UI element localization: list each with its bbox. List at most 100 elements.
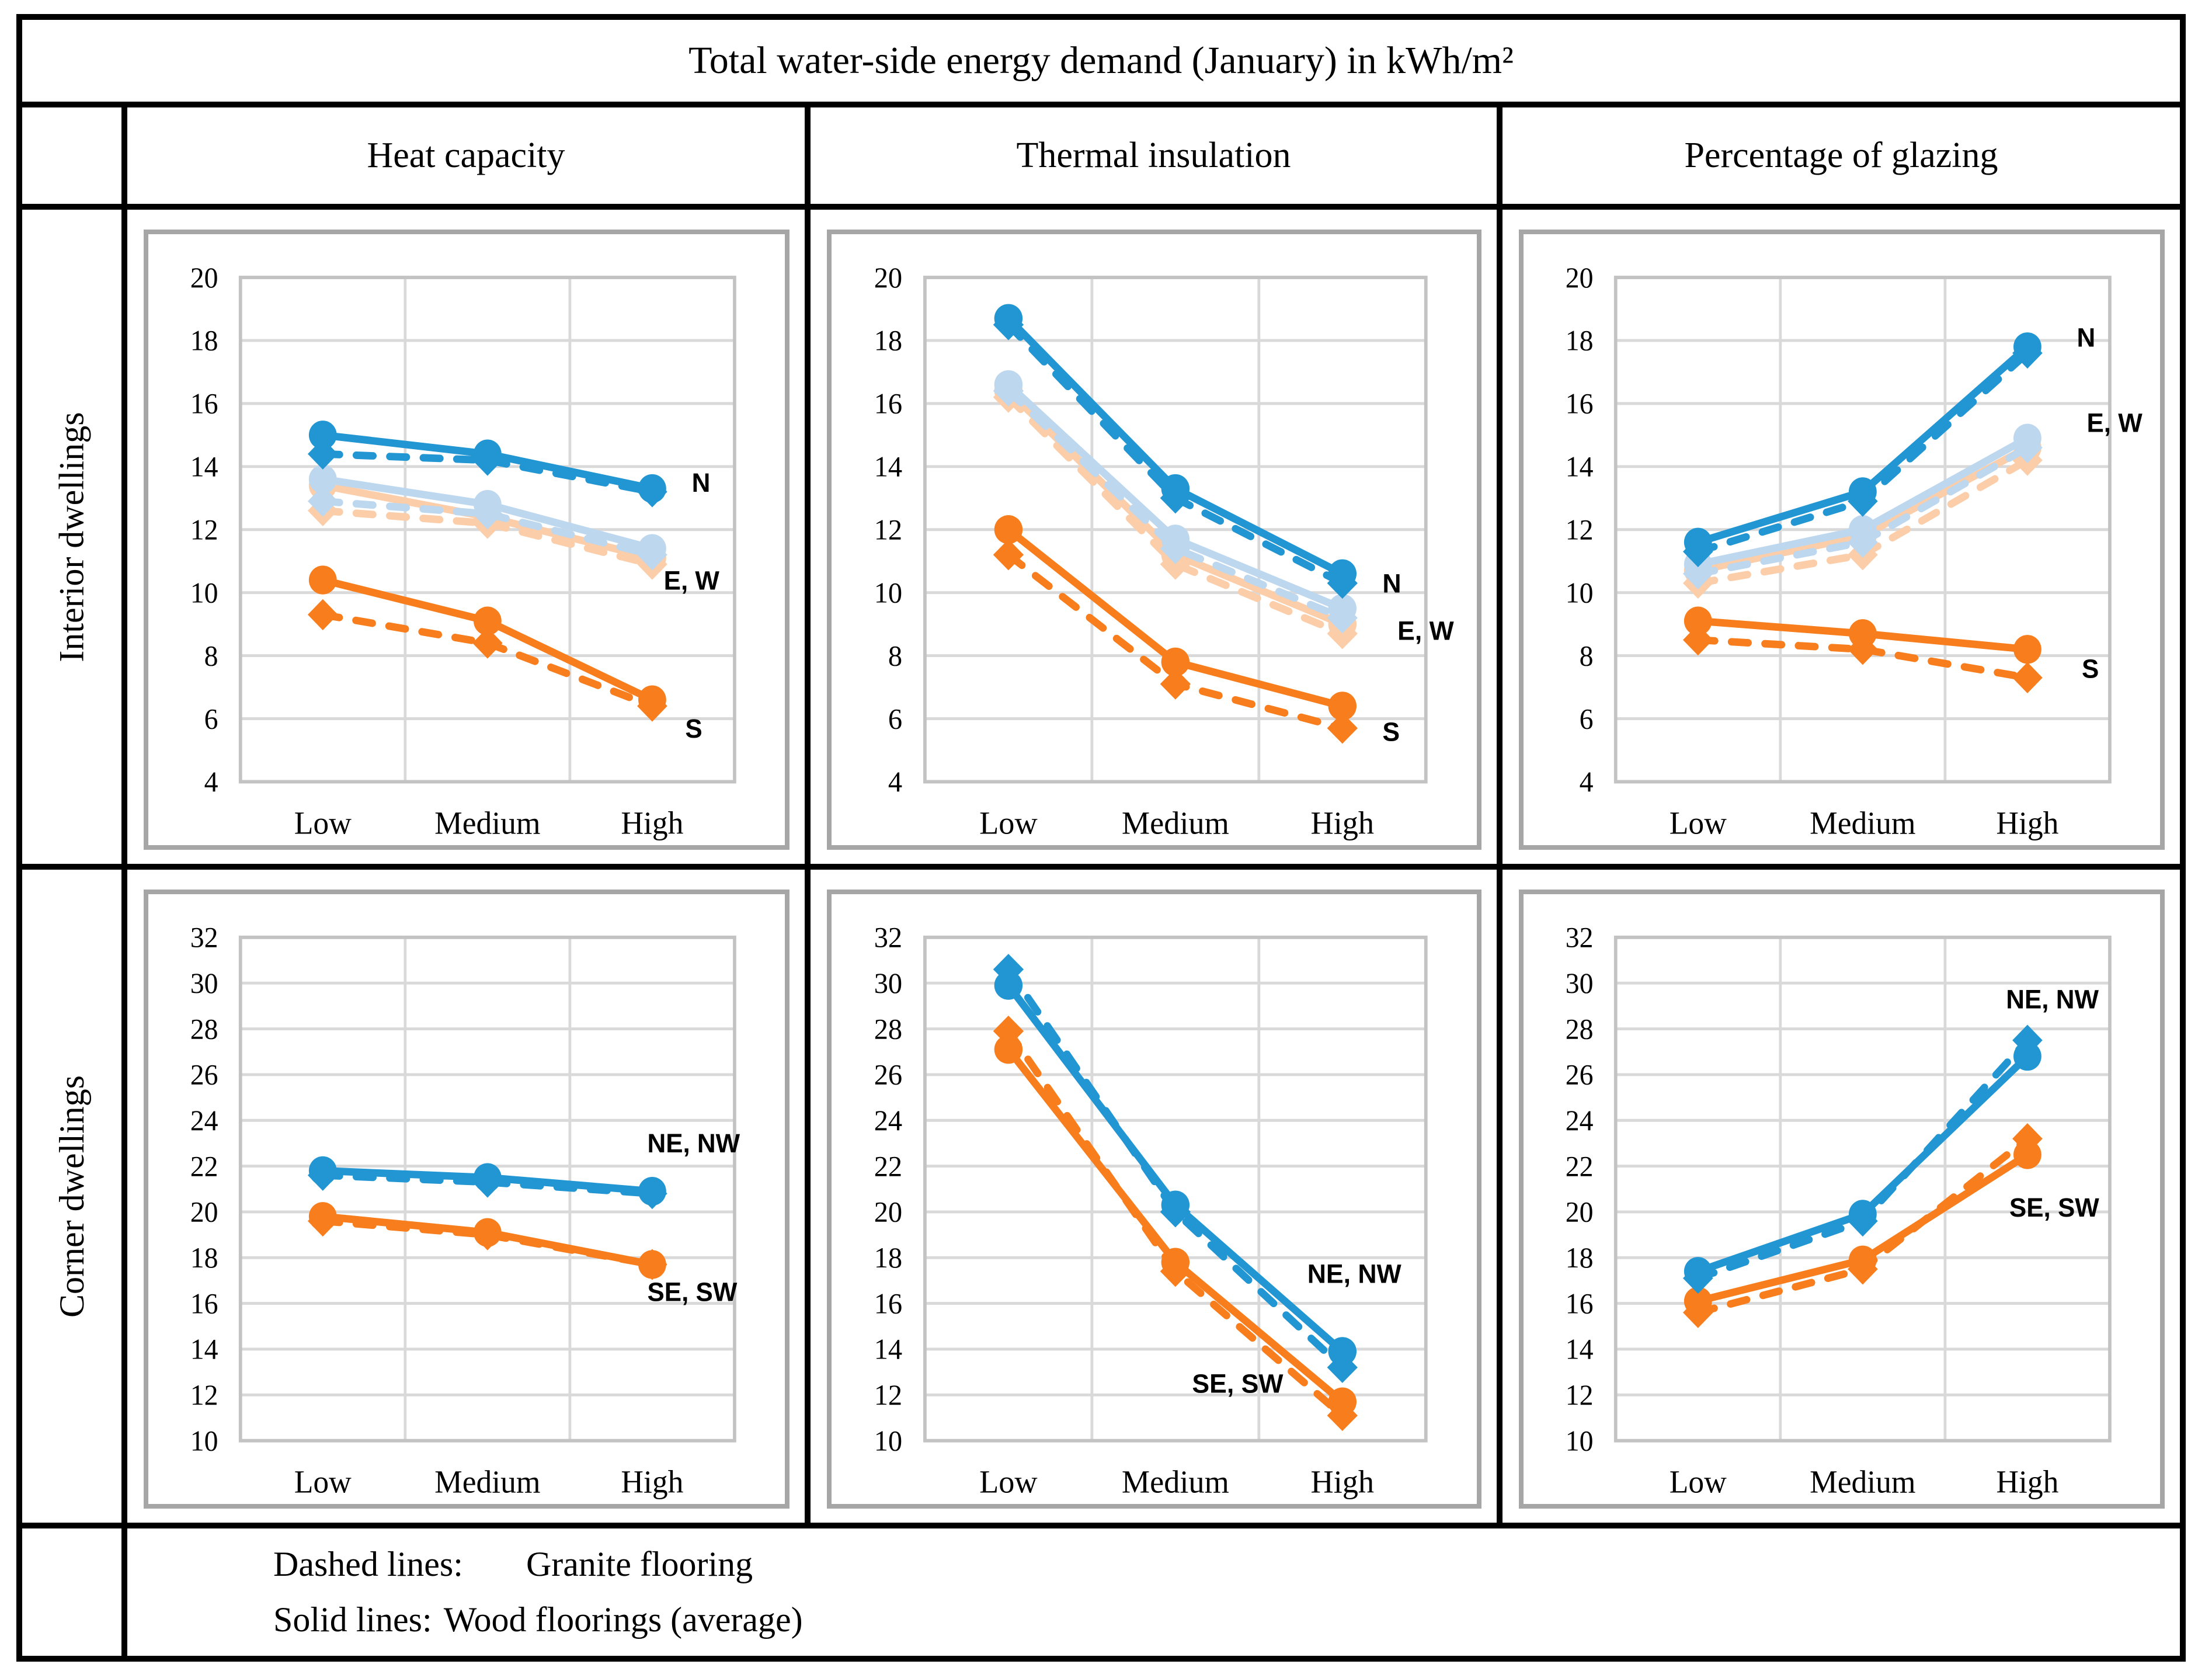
svg-text:14: 14 bbox=[1566, 1334, 1594, 1366]
svg-text:14: 14 bbox=[874, 1333, 902, 1365]
svg-text:N: N bbox=[1382, 568, 1401, 598]
column-header-label: Thermal insulation bbox=[1016, 136, 1291, 175]
svg-text:28: 28 bbox=[1566, 1014, 1594, 1045]
svg-text:12: 12 bbox=[190, 514, 218, 546]
svg-text:22: 22 bbox=[190, 1151, 218, 1183]
svg-text:6: 6 bbox=[888, 703, 902, 735]
page-title: Total water-side energy demand (January)… bbox=[22, 20, 2180, 102]
svg-text:32: 32 bbox=[190, 922, 218, 954]
svg-text:Low: Low bbox=[979, 1464, 1038, 1499]
svg-text:14: 14 bbox=[1566, 451, 1594, 483]
svg-text:S: S bbox=[685, 714, 702, 744]
row-header-corner-dwellings: Corner dwellings bbox=[22, 870, 121, 1523]
chart-frame: 4 6 8 10 12 14 16 18 20 Low Medium High N E, W S bbox=[1519, 230, 2165, 850]
svg-text:16: 16 bbox=[1566, 388, 1594, 420]
row-header-label: Interior dwellings bbox=[52, 411, 91, 662]
svg-text:16: 16 bbox=[874, 387, 902, 419]
svg-text:High: High bbox=[1311, 1464, 1375, 1499]
svg-text:18: 18 bbox=[190, 325, 218, 357]
svg-text:SE, SW: SE, SW bbox=[1192, 1368, 1284, 1398]
svg-text:20: 20 bbox=[190, 1197, 218, 1228]
svg-text:16: 16 bbox=[190, 388, 218, 420]
svg-text:16: 16 bbox=[190, 1288, 218, 1320]
svg-text:Medium: Medium bbox=[1810, 805, 1915, 841]
column-header-thermal-insulation: Thermal insulation bbox=[811, 107, 1497, 204]
svg-text:26: 26 bbox=[874, 1058, 902, 1090]
legend-solid-value: Wood floorings (average) bbox=[443, 1600, 803, 1639]
svg-text:18: 18 bbox=[874, 324, 902, 356]
svg-text:8: 8 bbox=[888, 640, 902, 672]
legend: Dashed lines: Granite flooring Solid line… bbox=[127, 1528, 2180, 1656]
svg-text:30: 30 bbox=[1566, 968, 1594, 999]
svg-text:6: 6 bbox=[204, 703, 218, 735]
svg-text:14: 14 bbox=[190, 1334, 218, 1366]
svg-text:14: 14 bbox=[190, 451, 218, 483]
svg-text:10: 10 bbox=[190, 577, 218, 609]
chart-interior-thermal-insulation: 4 6 8 10 12 14 16 18 20 Low Medium High N E, W S bbox=[874, 261, 1455, 841]
legend-dashed-label: Dashed lines: bbox=[273, 1545, 463, 1583]
chart-frame: 10 12 14 16 18 20 22 24 26 28 30 32 Low Medium High NE,… bbox=[144, 890, 789, 1509]
svg-text:High: High bbox=[1996, 1464, 2058, 1500]
svg-text:24: 24 bbox=[190, 1105, 218, 1137]
svg-text:High: High bbox=[1996, 805, 2058, 841]
svg-text:Low: Low bbox=[294, 805, 352, 841]
svg-text:16: 16 bbox=[874, 1287, 902, 1319]
chart-frame: 4 6 8 10 12 14 16 18 20 Low Medium High N E, W S bbox=[144, 230, 789, 850]
svg-text:20: 20 bbox=[874, 1196, 902, 1228]
svg-text:High: High bbox=[621, 1464, 683, 1500]
svg-text:28: 28 bbox=[190, 1014, 218, 1045]
svg-text:12: 12 bbox=[874, 513, 902, 546]
svg-text:S: S bbox=[1382, 717, 1400, 746]
svg-text:22: 22 bbox=[1566, 1151, 1594, 1183]
chart-cell-corner-thermal-insulation: 10 12 14 16 18 20 22 24 26 28 30 32 Low Medium High NE,… bbox=[811, 870, 1497, 1523]
svg-text:20: 20 bbox=[190, 262, 218, 294]
svg-text:4: 4 bbox=[888, 766, 902, 798]
svg-text:E, W: E, W bbox=[2086, 409, 2143, 438]
svg-text:E, W: E, W bbox=[664, 567, 720, 596]
svg-text:Medium: Medium bbox=[1122, 805, 1229, 841]
svg-text:20: 20 bbox=[874, 261, 902, 293]
svg-text:Medium: Medium bbox=[434, 1464, 540, 1500]
svg-text:Low: Low bbox=[294, 1464, 352, 1500]
chart-corner-heat-capacity: 10 12 14 16 18 20 22 24 26 28 30 32 Low Medium High NE,… bbox=[190, 922, 740, 1500]
svg-text:SE, SW: SE, SW bbox=[647, 1278, 738, 1307]
results-table: Total water-side energy demand (January)… bbox=[16, 14, 2186, 1662]
svg-text:NE, NW: NE, NW bbox=[2006, 985, 2099, 1015]
svg-text:Medium: Medium bbox=[1810, 1464, 1915, 1500]
chart-cell-interior-heat-capacity: 4 6 8 10 12 14 16 18 20 Low Medium High N E, W S bbox=[127, 210, 805, 864]
svg-text:26: 26 bbox=[190, 1059, 218, 1091]
svg-text:22: 22 bbox=[874, 1150, 902, 1182]
svg-text:24: 24 bbox=[874, 1104, 902, 1137]
svg-text:18: 18 bbox=[874, 1242, 902, 1274]
svg-text:10: 10 bbox=[1566, 1426, 1594, 1457]
svg-text:NE, NW: NE, NW bbox=[647, 1130, 740, 1159]
column-header-label: Percentage of glazing bbox=[1684, 136, 1998, 175]
chart-frame: 10 12 14 16 18 20 22 24 26 28 30 32 Low Medium High NE,… bbox=[827, 890, 1481, 1509]
svg-text:16: 16 bbox=[1566, 1288, 1594, 1320]
row-header-interior-dwellings: Interior dwellings bbox=[22, 210, 121, 864]
svg-text:S: S bbox=[2082, 655, 2099, 684]
svg-text:10: 10 bbox=[874, 576, 902, 609]
svg-text:N: N bbox=[2077, 324, 2096, 353]
svg-text:32: 32 bbox=[874, 921, 902, 953]
svg-text:30: 30 bbox=[190, 968, 218, 999]
svg-text:18: 18 bbox=[1566, 325, 1594, 357]
svg-text:6: 6 bbox=[1580, 703, 1594, 735]
column-header-heat-capacity: Heat capacity bbox=[127, 107, 805, 204]
legend-spacer-cell bbox=[22, 1528, 121, 1656]
row-header-label: Corner dwellings bbox=[52, 1075, 91, 1318]
svg-text:32: 32 bbox=[1566, 922, 1594, 954]
chart-cell-interior-percentage-of-glazing: 4 6 8 10 12 14 16 18 20 Low Medium High N E, W S bbox=[1503, 210, 2180, 864]
svg-text:High: High bbox=[1311, 805, 1375, 841]
svg-text:20: 20 bbox=[1566, 262, 1594, 294]
svg-text:Low: Low bbox=[1670, 805, 1727, 841]
chart-cell-interior-thermal-insulation: 4 6 8 10 12 14 16 18 20 Low Medium High N E, W S bbox=[811, 210, 1497, 864]
chart-interior-percentage-of-glazing: 4 6 8 10 12 14 16 18 20 Low Medium High N E, W S bbox=[1566, 262, 2143, 841]
svg-text:E, W: E, W bbox=[1397, 616, 1454, 645]
svg-text:SE, SW: SE, SW bbox=[2009, 1193, 2100, 1222]
column-header-percentage-of-glazing: Percentage of glazing bbox=[1503, 107, 2180, 204]
svg-text:10: 10 bbox=[1566, 577, 1594, 609]
svg-text:12: 12 bbox=[1566, 1380, 1594, 1411]
svg-text:4: 4 bbox=[204, 766, 218, 798]
svg-text:High: High bbox=[621, 805, 683, 841]
